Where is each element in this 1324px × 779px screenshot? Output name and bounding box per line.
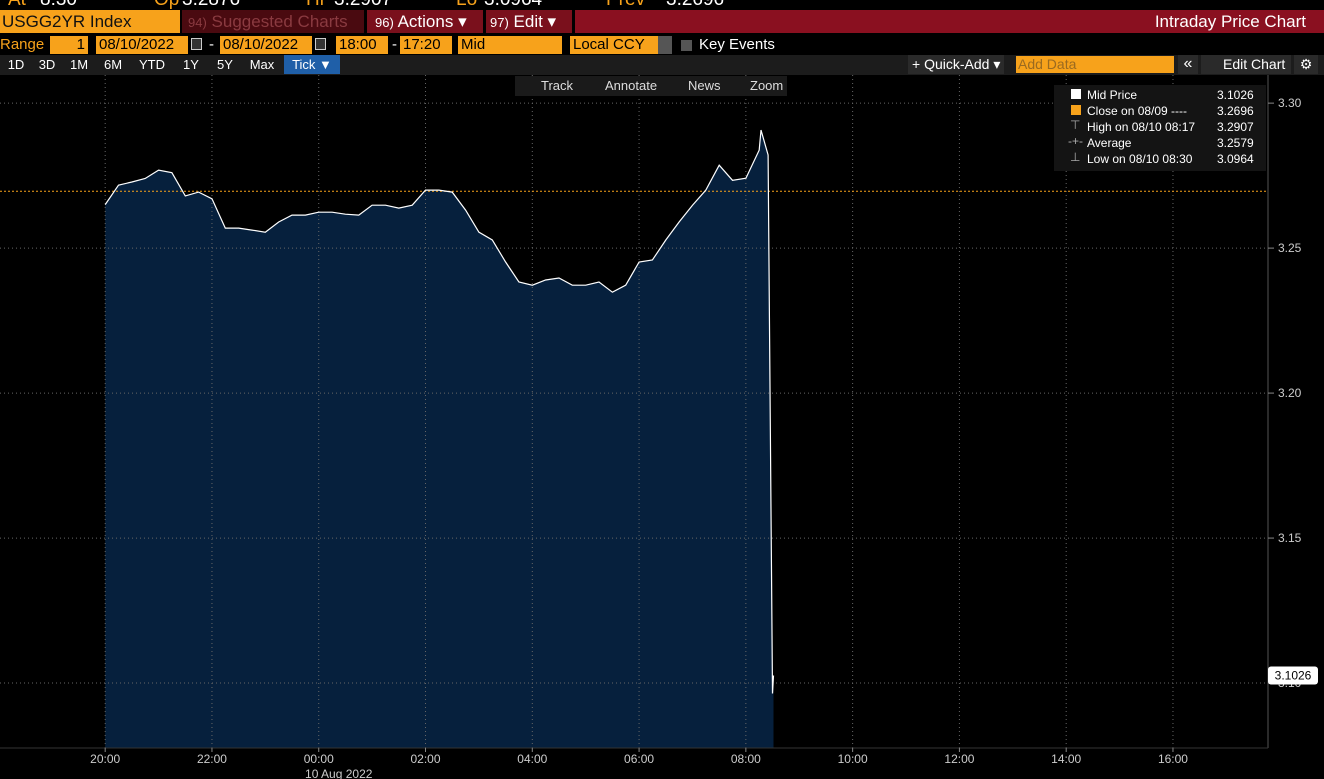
quick-add-button[interactable]: + Quick-Add ▾ [908, 55, 1005, 74]
start-time[interactable]: 18:00 [336, 36, 388, 54]
calendar-icon[interactable] [315, 38, 326, 50]
dash: - [209, 36, 214, 53]
period-button[interactable]: YTD [139, 57, 165, 72]
tool-button[interactable]: Track [541, 78, 574, 93]
legend-label: High on 08/10 08:17 [1087, 120, 1196, 134]
legend-label: Close on 08/09 ---- [1087, 104, 1188, 118]
range-count[interactable]: 1 [50, 36, 88, 54]
tool-button[interactable]: News [688, 78, 721, 93]
menu-label: Suggested Charts [211, 12, 348, 31]
dash: - [392, 36, 397, 53]
period-button[interactable]: Max [249, 57, 275, 72]
edit-chart-button[interactable]: Edit Chart [1201, 55, 1291, 74]
last-price-label: 3.1026 [1275, 669, 1312, 683]
legend-swatch [1071, 105, 1081, 115]
chart: 3.303.253.203.153.1020:0022:0000:0002:00… [0, 75, 1318, 779]
period-button[interactable]: 1M [69, 57, 89, 72]
date-label: 10 Aug 2022 [305, 767, 373, 779]
period-button[interactable]: 1Y [183, 57, 199, 72]
period-button[interactable]: 3D [38, 57, 56, 72]
legend-icon: ⊥ [1070, 150, 1081, 164]
menu-button[interactable]: 97) Edit ▾ [486, 10, 572, 33]
legend-value: 3.1026 [1217, 88, 1254, 102]
area-fill [105, 130, 774, 749]
menu-code: 94) [188, 15, 207, 30]
x-tick-label: 14:00 [1051, 752, 1081, 766]
calendar-icon[interactable] [191, 38, 202, 50]
chart-tools: Track Annotate News Zoom [515, 76, 787, 96]
status-value: 8:30 [40, 0, 77, 10]
x-tick-label: 12:00 [944, 752, 974, 766]
y-tick-label: 3.15 [1278, 531, 1302, 545]
currency-field[interactable]: Local CCY [570, 36, 658, 54]
period-button[interactable]: 6M [103, 57, 123, 72]
status-label: Hi [306, 0, 324, 10]
settings-button[interactable]: ⚙ [1294, 55, 1318, 74]
checkbox[interactable] [681, 40, 692, 51]
key-events-label: Key Events [699, 36, 775, 53]
legend-swatch [1071, 89, 1081, 99]
y-tick-label: 3.25 [1278, 241, 1302, 255]
legend-label: Mid Price [1087, 88, 1138, 102]
tool-button[interactable]: Annotate [605, 78, 658, 93]
x-tick-label: 10:00 [838, 752, 868, 766]
status-label: Op [154, 0, 179, 10]
y-tick-label: 3.30 [1278, 96, 1302, 110]
x-tick-label: 16:00 [1158, 752, 1188, 766]
period-button[interactable]: Tick ▼ [284, 55, 340, 74]
page-title: Intraday Price Chart [1154, 12, 1306, 31]
add-data-input[interactable]: Add Data [1016, 56, 1174, 73]
tool-button[interactable]: Zoom [750, 78, 784, 93]
legend-value: 3.2907 [1217, 120, 1254, 134]
legend: ⊤ -+- ⊥ Mid Price 3.1026 Close on 08/09 --… [1054, 85, 1266, 171]
status-value: 3.0964 [484, 0, 542, 10]
start-date[interactable]: 08/10/2022 [96, 36, 188, 54]
status-label: Lo [456, 0, 477, 10]
legend-icon: ⊤ [1070, 118, 1081, 132]
x-tick-label: 08:00 [731, 752, 761, 766]
last-price-box [1268, 666, 1318, 685]
dropdown-arrow[interactable] [658, 36, 672, 54]
price-field[interactable]: Mid [458, 36, 562, 54]
end-time[interactable]: 17:20 [400, 36, 452, 54]
x-tick-label: 22:00 [197, 752, 227, 766]
status-label: At [8, 0, 26, 10]
period-button[interactable]: 5Y [217, 57, 233, 72]
menu-label: Edit ▾ [513, 12, 557, 31]
end-date[interactable]: 08/10/2022 [220, 36, 312, 54]
legend-value: 3.0964 [1217, 152, 1254, 166]
status-value: 3.2696 [666, 0, 724, 10]
status-value: 3.2876 [182, 0, 240, 10]
range-label: Range [0, 36, 45, 53]
legend-label: Low on 08/10 08:30 [1087, 152, 1193, 166]
price-line [104, 129, 775, 694]
status-row: At 8:30 Op 3.2876 Hi 3.2907 Lo 3.0964 Pr… [0, 0, 1324, 10]
menu-button[interactable]: 94) Suggested Charts [182, 10, 364, 33]
period-button[interactable]: 1D [7, 57, 25, 72]
legend-label: Average [1087, 136, 1132, 150]
status-value: 3.2907 [334, 0, 392, 10]
legend-value: 3.2696 [1217, 104, 1254, 118]
x-tick-label: 00:00 [304, 752, 334, 766]
x-tick-label: 02:00 [410, 752, 440, 766]
legend-icon: -+- [1068, 134, 1083, 148]
menu-code: 97) [490, 15, 509, 30]
x-tick-label: 20:00 [90, 752, 120, 766]
y-tick-label: 3.20 [1278, 386, 1302, 400]
menu-button[interactable]: 96) Actions ▾ [367, 10, 483, 33]
legend-value: 3.2579 [1217, 136, 1254, 150]
ticker-field[interactable]: USGG2YR Index [0, 10, 180, 33]
title-bar: Intraday Price Chart [575, 10, 1324, 33]
menu-code: 96) [375, 15, 394, 30]
x-tick-label: 06:00 [624, 752, 654, 766]
x-tick-label: 04:00 [517, 752, 547, 766]
collapse-button[interactable]: « [1178, 55, 1198, 74]
status-label: Prev [606, 0, 645, 10]
menu-label: Actions ▾ [397, 12, 467, 31]
